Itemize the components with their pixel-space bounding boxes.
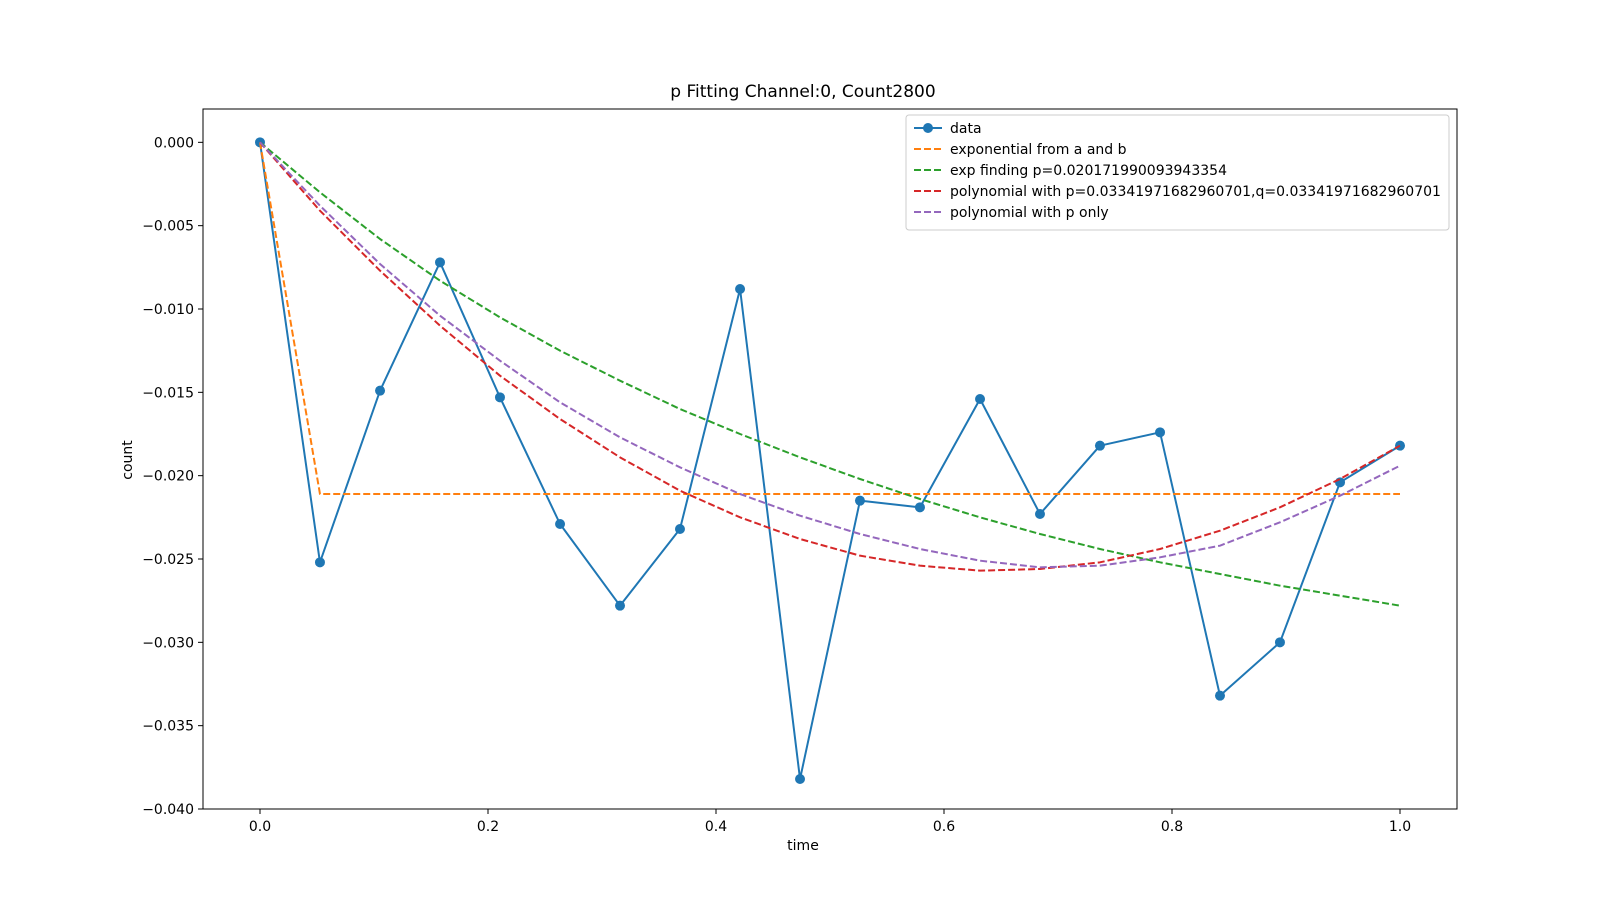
- legend-entry: polynomial with p only: [950, 205, 1109, 221]
- y-tick-label: −0.015: [142, 385, 194, 401]
- y-tick-label: −0.005: [142, 219, 194, 235]
- chart-title: p Fitting Channel:0, Count2800: [670, 82, 935, 102]
- y-tick-label: 0.000: [154, 135, 194, 151]
- data-point: [914, 502, 925, 513]
- x-tick-label: 0.6: [933, 819, 955, 835]
- series-line-0: [259, 142, 1401, 780]
- data-point: [854, 495, 865, 506]
- y-tick-label: −0.025: [142, 552, 194, 568]
- legend-marker: [923, 123, 933, 133]
- legend-box: [905, 114, 1450, 231]
- legend-entry: data: [950, 121, 982, 137]
- y-tick-label: −0.035: [142, 719, 194, 735]
- legend-entry: exponential from a and b: [950, 142, 1127, 158]
- plot-area: [255, 137, 1405, 784]
- legend-entry: polynomial with p=0.03341971682960701,q=…: [950, 184, 1441, 200]
- data-point: [615, 600, 626, 611]
- data-point: [1034, 509, 1045, 519]
- x-tick-label: 0.4: [705, 819, 727, 835]
- y-tick-label: −0.030: [142, 635, 194, 651]
- y-tick-label: −0.010: [142, 302, 194, 318]
- data-point: [435, 257, 446, 268]
- data-point: [1395, 440, 1405, 451]
- data-point: [674, 524, 685, 534]
- data-point: [735, 284, 746, 294]
- data-point: [975, 394, 986, 404]
- legend-entry: exp finding p=0.020171990093943354: [950, 163, 1227, 179]
- data-point: [1214, 690, 1225, 701]
- series-line-3: [259, 141, 1401, 572]
- x-axis-label: time: [787, 838, 819, 854]
- series-group: [255, 137, 1405, 784]
- series-line-1: [259, 142, 1400, 495]
- series-line-4: [259, 141, 1401, 569]
- axes-frame: [202, 108, 1458, 810]
- data-point: [555, 519, 566, 529]
- data-point: [1335, 477, 1346, 488]
- x-tick-label: 0.0: [249, 819, 271, 835]
- data-point: [375, 385, 386, 396]
- x-tick-label: 0.8: [1161, 819, 1183, 835]
- data-point: [1274, 637, 1285, 648]
- legend: data exponential from a and b exp finding …: [905, 114, 1450, 231]
- y-tick-label: −0.040: [142, 802, 194, 818]
- x-tick-label: 0.2: [477, 819, 499, 835]
- data-point: [1094, 440, 1105, 451]
- x-tick-label: 1.0: [1389, 819, 1411, 835]
- axes: 0.0 0.2 0.4 0.6 0.8 1.0 0.000 −0.005 −0.010 −0.01…: [142, 108, 1458, 835]
- data-point: [795, 774, 806, 784]
- data-point: [494, 392, 505, 403]
- y-tick-label: −0.020: [142, 469, 194, 485]
- y-axis-label: count: [120, 440, 136, 480]
- data-point: [314, 557, 325, 568]
- series-line-2: [259, 141, 1401, 607]
- data-point: [1155, 427, 1166, 438]
